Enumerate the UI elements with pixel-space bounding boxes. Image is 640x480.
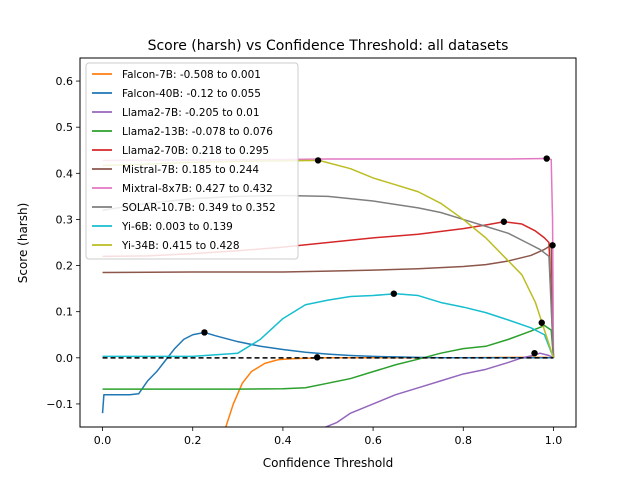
legend-label-5: Mistral-7B: 0.185 to 0.244 <box>122 164 259 176</box>
series-marker-2 <box>531 350 538 357</box>
series-marker-8 <box>390 290 398 297</box>
chart-title: Score (harsh) vs Confidence Threshold: a… <box>148 38 509 54</box>
series-line-2 <box>323 352 554 427</box>
series-line-3 <box>102 324 555 390</box>
series-line-8 <box>102 292 555 359</box>
y-tick-label: 0.3 <box>56 213 74 226</box>
y-axis-label: Score (harsh) <box>16 203 30 284</box>
legend-label-0: Falcon-7B: -0.508 to 0.001 <box>122 69 261 81</box>
y-tick-label: 0.4 <box>56 167 74 180</box>
legend: Falcon-7B: -0.508 to 0.001 Falcon-40B: -0… <box>85 62 299 260</box>
series-marker-4 <box>500 218 508 225</box>
legend-label-3: Llama2-13B: -0.078 to 0.076 <box>122 126 273 138</box>
x-tick-label: 0.0 <box>94 434 112 447</box>
series-marker-6 <box>543 155 550 162</box>
legend-label-1: Falcon-40B: -0.12 to 0.055 <box>122 88 261 100</box>
series-marker-1 <box>201 329 208 336</box>
x-axis-label: Confidence Threshold <box>263 456 393 470</box>
x-tick-label: 1.0 <box>545 434 563 447</box>
y-tick-label: 0.0 <box>56 352 74 365</box>
legend-label-6: Mixtral-8x7B: 0.427 to 0.432 <box>122 183 273 195</box>
y-tick-label: 0.2 <box>56 260 74 273</box>
x-tick-label: 0.6 <box>364 434 382 447</box>
plot-frame <box>79 57 577 428</box>
series-marker-9 <box>314 157 322 164</box>
x-tick-label: 0.2 <box>184 434 202 447</box>
legend-label-8: Yi-6B: 0.003 to 0.139 <box>121 221 233 233</box>
series-marker-5 <box>549 242 556 249</box>
x-axis: 0.0 0.2 0.4 0.6 0.8 1.0 <box>94 427 562 447</box>
x-tick-label: 0.8 <box>455 434 473 447</box>
legend-label-2: Llama2-7B: -0.205 to 0.01 <box>122 107 260 119</box>
series-line-1 <box>101 331 554 414</box>
legend-label-9: Yi-34B: 0.415 to 0.428 <box>121 240 240 252</box>
series-marker-3 <box>538 319 545 326</box>
y-axis: −0.1 0.0 0.1 0.2 0.3 0.4 0.5 0.6 <box>46 75 80 411</box>
series-line-5 <box>102 244 555 358</box>
y-tick-label: 0.6 <box>56 75 74 88</box>
x-tick-label: 0.4 <box>274 434 292 447</box>
y-tick-label: 0.1 <box>56 306 74 319</box>
legend-label-4: Llama2-70B: 0.218 to 0.295 <box>122 145 269 157</box>
series-line-0 <box>225 356 554 427</box>
legend-box <box>85 62 299 260</box>
y-tick-label: −0.1 <box>46 398 73 411</box>
legend-label-7: SOLAR-10.7B: 0.349 to 0.352 <box>122 202 276 214</box>
series-marker-0 <box>313 354 321 361</box>
y-tick-label: 0.5 <box>56 121 74 134</box>
